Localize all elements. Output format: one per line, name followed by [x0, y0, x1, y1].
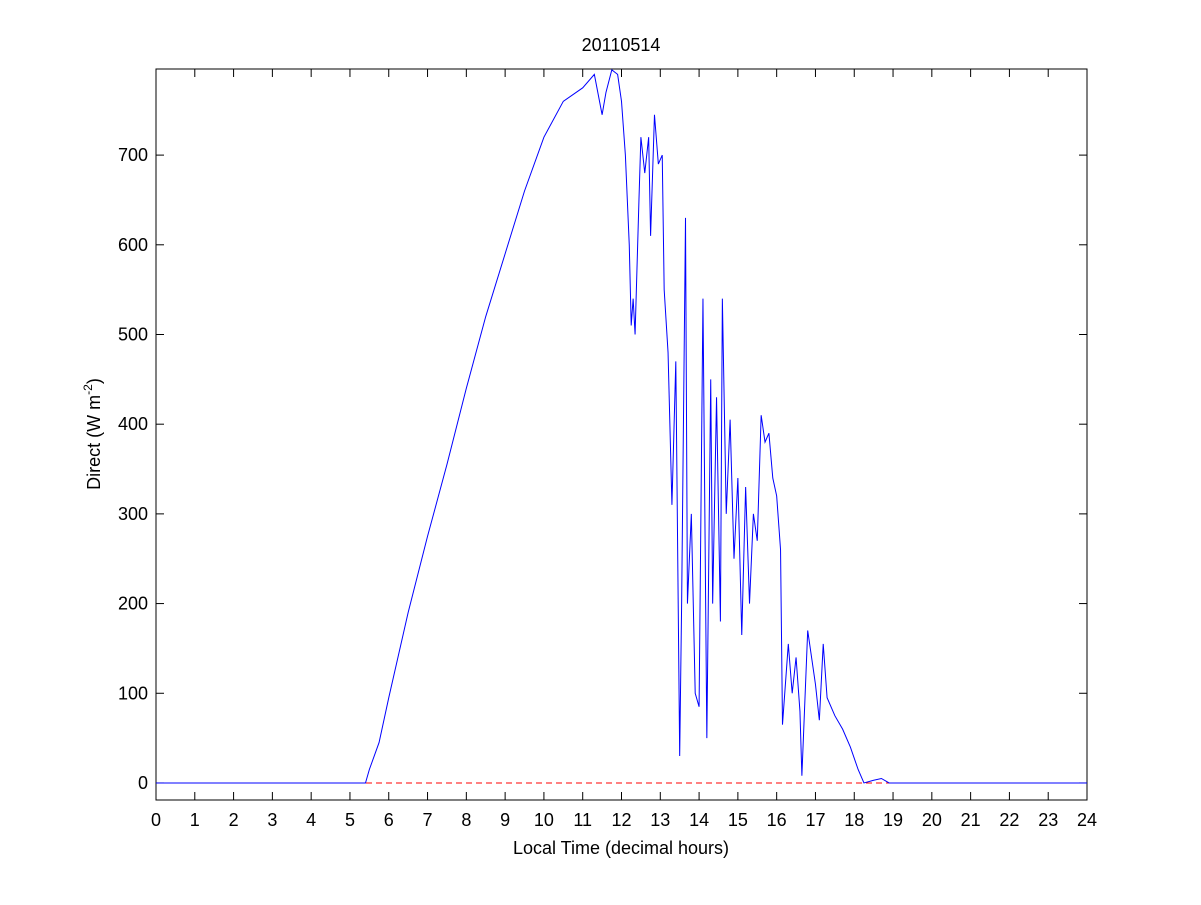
x-tick-label: 2	[229, 810, 239, 830]
y-tick-label: 100	[118, 683, 148, 703]
y-label-text: Direct (W m	[84, 395, 104, 490]
x-tick-label: 13	[650, 810, 670, 830]
y-tick-label: 600	[118, 235, 148, 255]
x-axis-label: Local Time (decimal hours)	[513, 838, 729, 858]
x-tick-label: 14	[689, 810, 709, 830]
x-tick-label: 5	[345, 810, 355, 830]
y-label-suffix: )	[84, 378, 104, 384]
x-tick-label: 15	[728, 810, 748, 830]
x-tick-label: 23	[1038, 810, 1058, 830]
x-tick-label: 19	[883, 810, 903, 830]
y-tick-label: 700	[118, 145, 148, 165]
x-tick-label: 11	[573, 810, 592, 830]
y-tick-label: 400	[118, 414, 148, 434]
x-tick-label: 1	[190, 810, 200, 830]
x-tick-label: 16	[767, 810, 787, 830]
x-tick-label: 4	[306, 810, 316, 830]
data-line	[156, 69, 1087, 784]
x-tick-label: 9	[500, 810, 510, 830]
y-tick-label: 0	[138, 773, 148, 793]
x-tick-label: 7	[423, 810, 433, 830]
x-tick-label: 18	[844, 810, 864, 830]
chart-title: 20110514	[582, 35, 661, 55]
x-tick-label: 22	[999, 810, 1019, 830]
y-tick-label: 300	[118, 504, 148, 524]
y-tick-label: 500	[118, 324, 148, 344]
x-tick-label: 3	[267, 810, 277, 830]
y-label-superscript: -2	[81, 384, 95, 395]
x-tick-label: 20	[922, 810, 942, 830]
x-tick-label: 17	[805, 810, 825, 830]
x-tick-label: 24	[1077, 810, 1097, 830]
x-tick-label: 8	[461, 810, 471, 830]
y-tick-label: 200	[118, 594, 148, 614]
plot-frame	[155, 68, 1088, 801]
y-axis-label: Direct (W m-2)	[81, 378, 104, 490]
x-tick-label: 12	[611, 810, 631, 830]
x-tick-label: 6	[384, 810, 394, 830]
x-tick-label: 21	[961, 810, 981, 830]
x-tick-label: 0	[151, 810, 161, 830]
x-tick-label: 10	[534, 810, 554, 830]
